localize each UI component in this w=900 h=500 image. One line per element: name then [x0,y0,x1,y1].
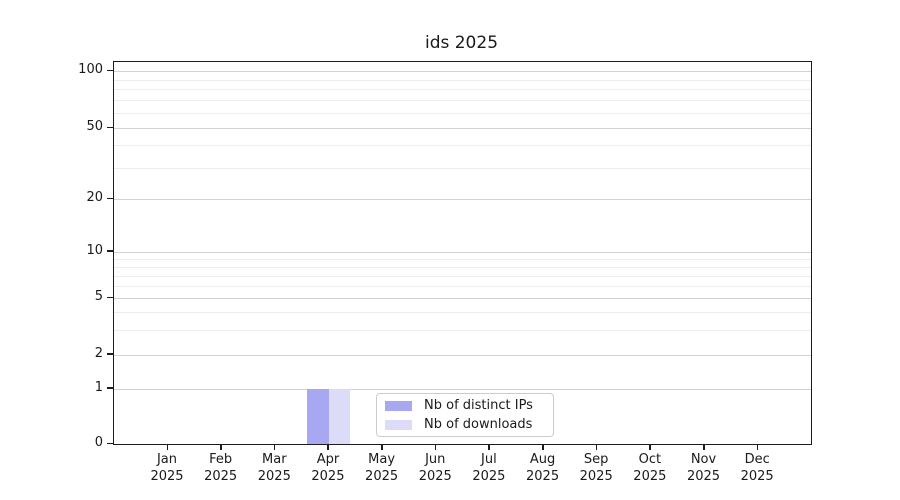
y-tick-mark [107,296,113,299]
x-tick-mark [273,444,276,450]
x-tick-year: 2025 [204,469,238,484]
x-tick-month: Jul [481,452,497,467]
minor-gridline [114,89,811,91]
bar-nb-of-distinct-ips [307,389,329,444]
x-tick-year: 2025 [311,469,345,484]
x-tick-label: May 2025 [350,451,414,485]
x-tick-year: 2025 [740,469,774,484]
y-tick-label: 5 [94,289,103,305]
major-gridline [114,251,811,253]
x-tick-year: 2025 [633,469,667,484]
minor-gridline [114,100,811,102]
x-tick-year: 2025 [257,469,291,484]
x-tick-month: Mar [262,452,287,467]
y-tick-mark [107,353,113,355]
x-tick-month: Aug [529,452,556,467]
x-tick-label: Feb 2025 [189,451,253,485]
x-tick-mark [166,444,168,450]
minor-gridline [114,311,811,313]
x-tick-year: 2025 [472,469,506,484]
legend-entry: Nb of downloads [385,417,545,433]
major-gridline [114,71,811,73]
major-gridline [114,388,811,390]
x-tick-year: 2025 [526,469,560,484]
plot-area [113,61,812,445]
legend-swatch [385,400,412,411]
y-tick-mark [107,197,113,200]
minor-gridline [114,258,811,260]
x-tick-month: Oct [638,452,662,467]
x-tick-month: May [368,452,396,467]
x-tick-label: Oct 2025 [618,451,682,485]
x-tick-mark [756,444,759,450]
legend-label: Nb of downloads [424,416,533,432]
x-tick-mark [488,444,490,450]
x-tick-mark [381,444,383,450]
x-tick-year: 2025 [418,469,452,484]
x-tick-label: Jul 2025 [457,451,521,485]
minor-gridline [114,285,811,287]
legend: Nb of distinct IPs Nb of downloads [376,393,554,437]
major-gridline [114,128,811,130]
minor-gridline [114,275,811,277]
minor-gridline [114,79,811,81]
x-tick-month: Dec [744,452,770,467]
minor-gridline [114,266,811,268]
x-tick-label: Jun 2025 [403,451,467,485]
x-tick-mark [542,444,544,450]
x-tick-label: Sep 2025 [564,451,628,485]
y-tick-mark [107,69,113,72]
y-tick-mark [107,250,113,252]
x-tick-label: Mar 2025 [242,451,306,485]
x-tick-year: 2025 [686,469,721,484]
y-tick-mark [107,126,113,129]
x-tick-mark [703,444,705,450]
major-gridline [114,354,811,356]
chart-title: ids 2025 [424,33,499,53]
legend-entry: Nb of distinct IPs [385,398,545,414]
minor-gridline [114,113,811,115]
y-tick-label: 50 [86,119,103,135]
x-tick-mark [327,444,329,450]
x-tick-month: Jan [156,452,178,467]
x-tick-mark [595,444,598,450]
major-gridline [114,298,811,300]
legend-label: Nb of distinct IPs [424,397,533,413]
x-tick-mark [220,444,222,450]
x-tick-year: 2025 [579,469,613,484]
minor-gridline [114,167,811,169]
x-tick-mark [649,444,651,450]
x-tick-month: Feb [209,452,233,467]
y-tick-label: 1 [94,379,103,395]
x-tick-label: Jan 2025 [135,451,199,485]
x-tick-month: Nov [690,452,717,467]
y-tick-label: 100 [78,62,103,78]
x-tick-label: Apr 2025 [296,451,360,485]
y-tick-mark [107,387,113,389]
x-tick-month: Apr [316,452,340,467]
x-tick-month: Sep [583,452,609,467]
y-tick-label: 20 [86,190,103,206]
x-tick-year: 2025 [150,469,184,484]
y-tick-label: 2 [94,345,103,361]
bar-nb-of-downloads [328,389,351,444]
y-tick-mark [107,442,113,444]
minor-gridline [114,329,811,331]
legend-swatch [385,419,412,430]
y-tick-label: 0 [94,435,103,450]
x-tick-mark [434,444,437,450]
major-gridline [114,199,811,201]
x-tick-label: Aug 2025 [511,451,575,485]
x-tick-month: Jun [425,452,446,467]
minor-gridline [114,145,811,147]
x-tick-label: Nov 2025 [672,451,736,485]
x-tick-label: Dec 2025 [725,451,789,485]
y-tick-label: 10 [86,242,103,258]
x-tick-year: 2025 [365,469,399,484]
